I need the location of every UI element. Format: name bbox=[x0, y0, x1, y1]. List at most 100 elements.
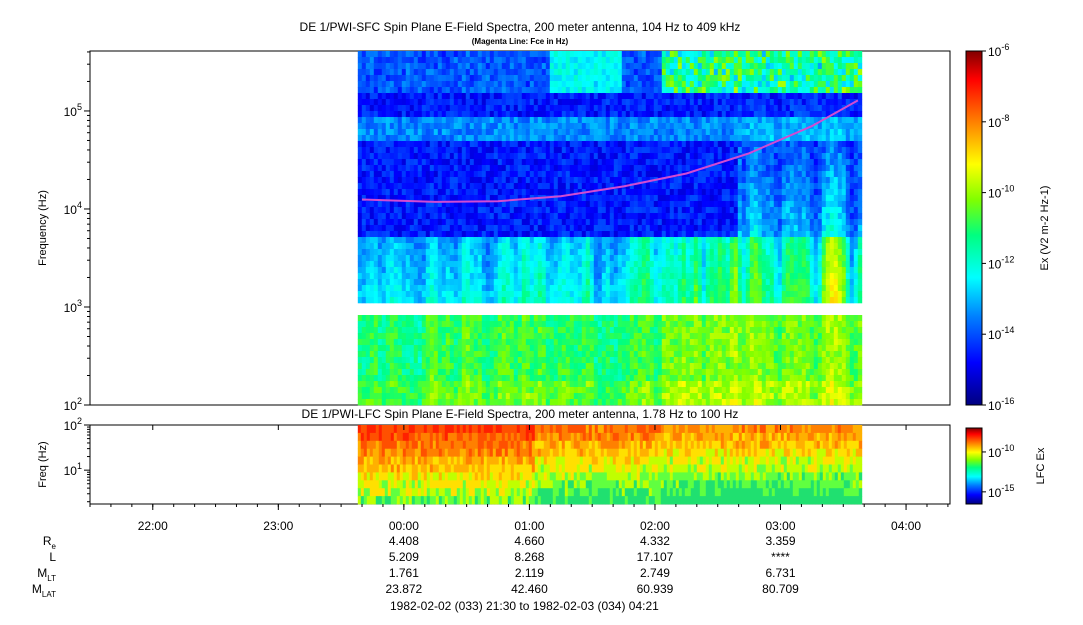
sfc-spectrogram-cell bbox=[685, 159, 691, 166]
sfc-spectrogram-cell bbox=[645, 387, 651, 394]
sfc-spectrogram-cell bbox=[497, 183, 503, 190]
sfc-spectrogram-cell bbox=[461, 75, 467, 82]
sfc-spectrogram-cell bbox=[485, 177, 491, 184]
sfc-spectrogram-cell bbox=[505, 315, 511, 322]
sfc-spectrogram-cell bbox=[377, 255, 383, 262]
sfc-spectrogram-cell bbox=[413, 87, 419, 94]
sfc-spectrogram-cell bbox=[405, 393, 411, 400]
sfc-spectrogram-cell bbox=[629, 123, 635, 130]
sfc-spectrogram-cell bbox=[497, 159, 503, 166]
sfc-spectrogram-cell bbox=[369, 57, 375, 64]
sfc-spectrogram-cell bbox=[453, 393, 459, 400]
sfc-spectrogram-cell bbox=[517, 51, 523, 58]
sfc-spectrogram-cell bbox=[421, 93, 427, 100]
sfc-spectrogram-cell bbox=[425, 141, 431, 148]
sfc-spectrogram-cell bbox=[513, 63, 519, 70]
sfc-spectrogram-cell bbox=[549, 159, 555, 166]
sfc-spectrogram-cell bbox=[497, 99, 503, 106]
sfc-spectrogram-cell bbox=[609, 219, 615, 226]
sfc-spectrogram-cell bbox=[693, 363, 699, 370]
sfc-spectrogram-cell bbox=[417, 243, 423, 250]
sfc-spectrogram-cell bbox=[501, 99, 507, 106]
sfc-spectrogram-cell bbox=[573, 69, 579, 76]
sfc-spectrogram-cell bbox=[545, 225, 551, 232]
sfc-spectrogram-cell bbox=[669, 177, 675, 184]
sfc-spectrogram-cell bbox=[541, 351, 547, 358]
sfc-spectrogram-cell bbox=[441, 93, 447, 100]
sfc-spectrogram-cell bbox=[553, 267, 559, 274]
sfc-spectrogram-cell bbox=[389, 165, 395, 172]
sfc-spectrogram-cell bbox=[433, 231, 439, 238]
sfc-spectrogram-cell bbox=[525, 69, 531, 76]
sfc-spectrogram-cell bbox=[617, 393, 623, 400]
sfc-spectrogram-cell bbox=[705, 147, 711, 154]
sfc-spectrogram-cell bbox=[693, 243, 699, 250]
sfc-spectrogram-cell bbox=[609, 153, 615, 160]
sfc-spectrogram-cell bbox=[493, 375, 499, 382]
sfc-spectrogram-cell bbox=[605, 63, 611, 70]
sfc-spectrogram-cell bbox=[621, 279, 627, 286]
sfc-spectrogram-cell bbox=[421, 291, 427, 298]
sfc-spectrogram-cell bbox=[469, 111, 475, 118]
sfc-spectrogram-cell bbox=[481, 279, 487, 286]
sfc-spectrogram-cell bbox=[557, 333, 563, 340]
sfc-spectrogram-cell bbox=[509, 75, 515, 82]
sfc-spectrogram-cell bbox=[497, 351, 503, 358]
sfc-spectrogram-cell bbox=[389, 159, 395, 166]
sfc-spectrogram-cell bbox=[477, 375, 483, 382]
sfc-spectrogram-cell bbox=[485, 75, 491, 82]
sfc-spectrogram-cell bbox=[397, 231, 403, 238]
sfc-spectrogram-cell bbox=[537, 147, 543, 154]
sfc-spectrogram-cell bbox=[373, 51, 379, 58]
sfc-spectrogram-cell bbox=[697, 189, 703, 196]
sfc-spectrogram-cell bbox=[401, 129, 407, 136]
sfc-spectrogram-cell bbox=[385, 321, 391, 328]
sfc-spectrogram-cell bbox=[637, 75, 643, 82]
sfc-spectrogram-cell bbox=[705, 207, 711, 214]
sfc-spectrogram-cell bbox=[433, 183, 439, 190]
sfc-spectrogram-cell bbox=[565, 81, 571, 88]
sfc-spectrogram-cell bbox=[573, 105, 579, 112]
sfc-spectrogram-cell bbox=[653, 63, 659, 70]
sfc-spectrogram-cell bbox=[457, 69, 463, 76]
sfc-spectrogram-cell bbox=[409, 363, 415, 370]
sfc-spectrogram-cell bbox=[457, 189, 463, 196]
sfc-spectrogram-cell bbox=[509, 381, 515, 388]
sfc-spectrogram-cell bbox=[649, 381, 655, 388]
sfc-spectrogram-cell bbox=[553, 105, 559, 112]
sfc-spectrogram-cell bbox=[557, 345, 563, 352]
sfc-spectrogram-cell bbox=[601, 141, 607, 148]
sfc-spectrogram-cell bbox=[677, 327, 683, 334]
sfc-spectrogram-cell bbox=[505, 327, 511, 334]
sfc-spectrogram-cell bbox=[501, 273, 507, 280]
sfc-spectrogram-cell bbox=[377, 99, 383, 106]
sfc-spectrogram-cell bbox=[457, 213, 463, 220]
sfc-spectrogram-cell bbox=[361, 351, 367, 358]
sfc-spectrogram-cell bbox=[481, 165, 487, 172]
sfc-spectrogram-cell bbox=[649, 213, 655, 220]
sfc-spectrogram-cell bbox=[397, 363, 403, 370]
sfc-spectrogram-cell bbox=[685, 165, 691, 172]
sfc-spectrogram-cell bbox=[501, 171, 507, 178]
sfc-spectrogram-cell bbox=[489, 87, 495, 94]
sfc-spectrogram-cell bbox=[537, 357, 543, 364]
sfc-spectrogram-cell bbox=[457, 291, 463, 298]
sfc-spectrogram-cell bbox=[357, 177, 363, 184]
sfc-spectrogram-cell bbox=[473, 387, 479, 394]
sfc-spectrogram-cell bbox=[425, 237, 431, 244]
sfc-spectrogram-cell bbox=[453, 357, 459, 364]
sfc-spectrogram-cell bbox=[581, 87, 587, 94]
sfc-spectrogram-cell bbox=[489, 273, 495, 280]
sfc-spectrogram-cell bbox=[605, 249, 611, 256]
sfc-spectrogram-cell bbox=[377, 51, 383, 58]
sfc-spectrogram-cell bbox=[509, 69, 515, 76]
sfc-spectrogram-cell bbox=[653, 213, 659, 220]
sfc-spectrogram-cell bbox=[513, 165, 519, 172]
sfc-spectrogram-cell bbox=[649, 219, 655, 226]
sfc-spectrogram-cell bbox=[633, 339, 639, 346]
sfc-spectrogram-cell bbox=[681, 381, 687, 388]
sfc-spectrogram-cell bbox=[509, 387, 515, 394]
sfc-spectrogram-cell bbox=[461, 195, 467, 202]
sfc-spectrogram-cell bbox=[489, 393, 495, 400]
sfc-spectrogram-cell bbox=[697, 225, 703, 232]
